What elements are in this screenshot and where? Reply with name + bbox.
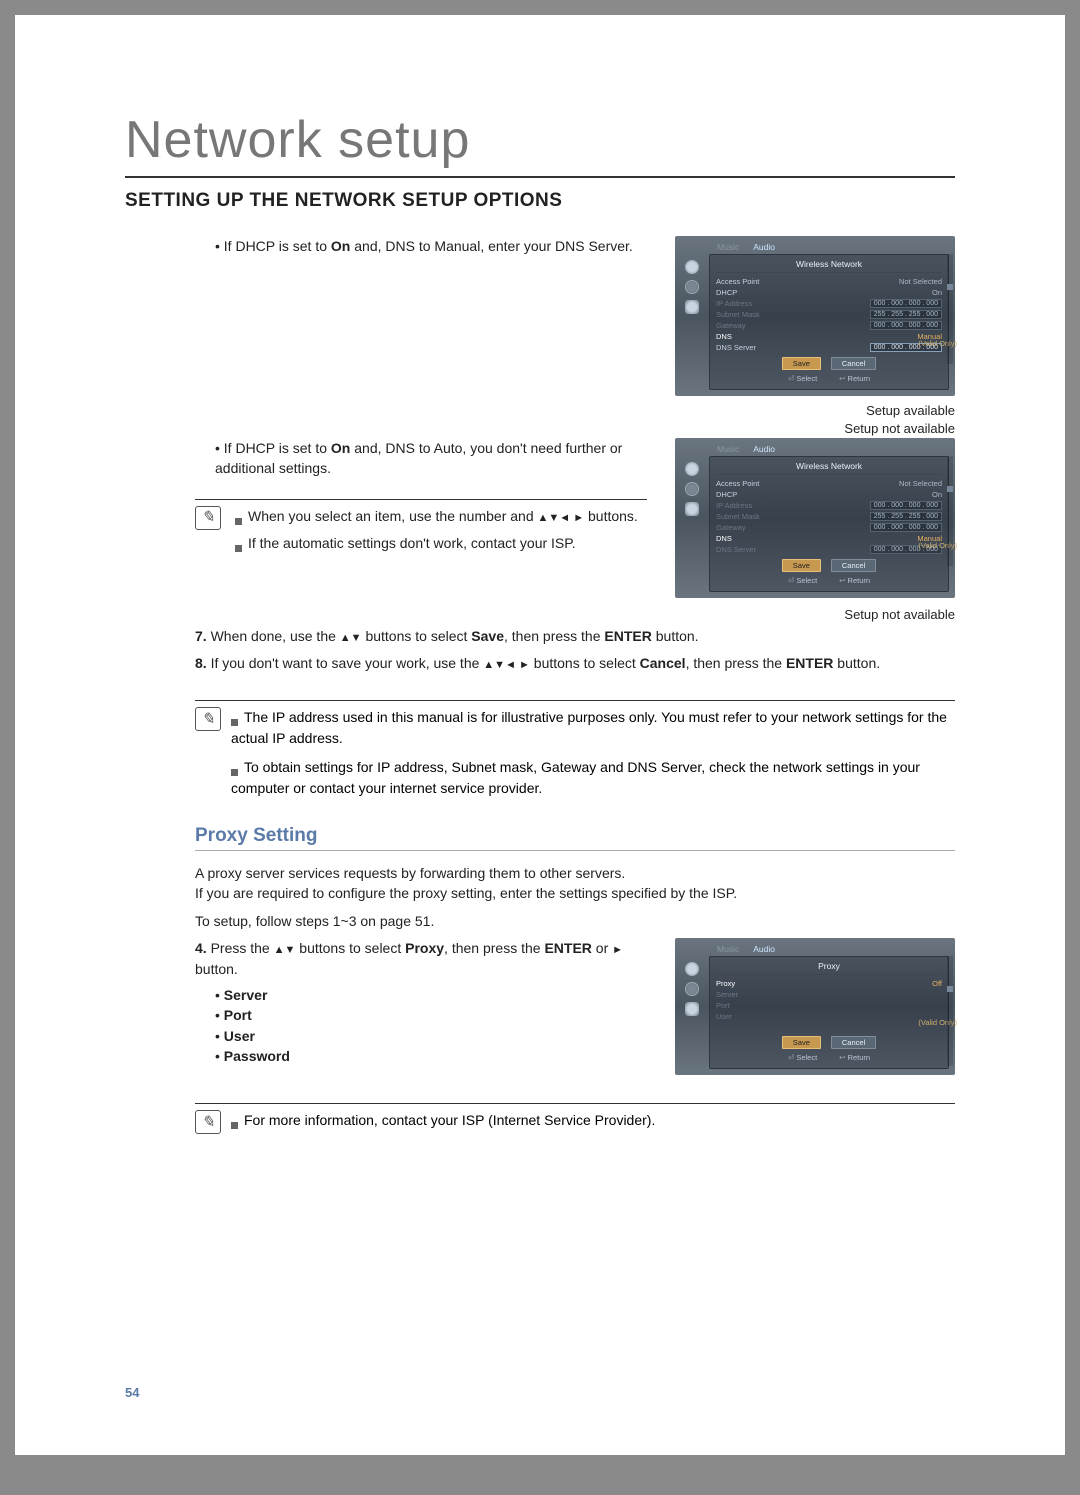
annotation-setup-available: Setup availableSetup not available	[844, 402, 955, 437]
ss-sidebar	[681, 254, 703, 390]
manual-page: Network setup SETTING UP THE NETWORK SET…	[15, 15, 1065, 1455]
note-icon: ✎	[195, 1110, 221, 1134]
section-heading: SETTING UP THE NETWORK SETUP OPTIONS	[125, 190, 955, 212]
lock-icon	[685, 300, 699, 314]
text-dhcp-auto: • If DHCP is set to On and, DNS to Auto,…	[125, 438, 647, 479]
proxy-p1: A proxy server services requests by forw…	[125, 863, 955, 883]
note-icon: ✎	[195, 707, 221, 731]
screenshot-wireless-1: MusicAudio Wireless Network Access Point…	[675, 236, 955, 396]
cancel-button[interactable]: Cancel	[831, 1036, 876, 1049]
scrollbar[interactable]	[947, 456, 953, 566]
block-dhcp-manual: • If DHCP is set to On and, DNS to Manua…	[125, 236, 955, 396]
block-dhcp-auto: • If DHCP is set to On and, DNS to Auto,…	[125, 438, 955, 598]
lock-icon	[685, 502, 699, 516]
note-3: ✎ For more information, contact your ISP…	[125, 1110, 955, 1134]
proxy-p2: If you are required to configure the pro…	[125, 883, 955, 903]
save-button[interactable]: Save	[782, 1036, 821, 1049]
gear-icon	[685, 482, 699, 496]
proxy-bullet-port: • Port	[215, 1005, 647, 1025]
proxy-heading: Proxy Setting	[195, 825, 955, 847]
globe-icon	[685, 260, 699, 274]
cancel-button[interactable]: Cancel	[831, 357, 876, 370]
save-button[interactable]: Save	[782, 357, 821, 370]
title-rule	[125, 176, 955, 178]
note-icon: ✎	[195, 506, 221, 530]
lock-icon	[685, 1002, 699, 1016]
annotation-setup-not-available: Setup not available	[844, 606, 955, 624]
proxy-p3: To setup, follow steps 1~3 on page 51.	[125, 911, 955, 931]
note-2: ✎ The IP address used in this manual is …	[125, 707, 955, 799]
note3-item1: For more information, contact your ISP (…	[231, 1110, 955, 1131]
step-8: 8. If you don't want to save your work, …	[125, 653, 955, 674]
page-title: Network setup	[125, 110, 955, 170]
scrollbar[interactable]	[947, 956, 953, 1066]
globe-icon	[685, 462, 699, 476]
screenshot-proxy: MusicAudio Proxy ProxyOff Server Port Us…	[675, 938, 955, 1075]
note2-item2: To obtain settings for IP address, Subne…	[231, 757, 955, 799]
step-7: 7. When done, use the ▲▼ buttons to sele…	[125, 626, 955, 647]
page-number: 54	[125, 1385, 139, 1400]
note1-item2: If the automatic settings don't work, co…	[235, 533, 647, 554]
text-dhcp-manual: • If DHCP is set to On and, DNS to Manua…	[125, 236, 647, 396]
gear-icon	[685, 280, 699, 294]
scrollbar[interactable]	[947, 254, 953, 364]
proxy-bullet-user: • User	[215, 1026, 647, 1046]
globe-icon	[685, 962, 699, 976]
proxy-bullet-password: • Password	[215, 1046, 647, 1066]
note2-item1: The IP address used in this manual is fo…	[231, 707, 955, 749]
gear-icon	[685, 982, 699, 996]
note1-item1: When you select an item, use the number …	[235, 506, 647, 527]
cancel-button[interactable]: Cancel	[831, 559, 876, 572]
proxy-step4: 4. Press the ▲▼ buttons to select Proxy,…	[125, 938, 647, 1075]
screenshot-wireless-2: MusicAudio Wireless Network Access Point…	[675, 438, 955, 598]
ss-panel: Wireless Network Access PointNot Selecte…	[709, 254, 949, 390]
save-button[interactable]: Save	[782, 559, 821, 572]
proxy-bullet-server: • Server	[215, 985, 647, 1005]
